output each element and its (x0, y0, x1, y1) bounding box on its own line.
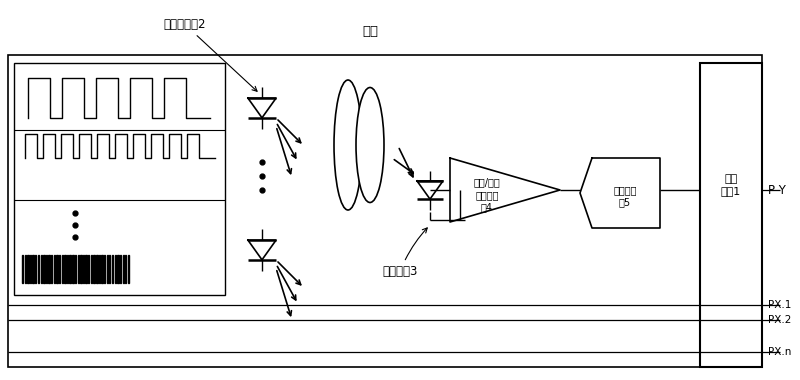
Bar (35, 255, 36, 283)
Text: PX.1: PX.1 (768, 300, 791, 310)
Bar (700, 63, 762, 367)
Bar (48, 255, 50, 283)
Bar (120, 255, 121, 283)
Bar (112, 255, 113, 283)
Bar (67, 255, 68, 283)
Text: 微处
理器1: 微处 理器1 (721, 174, 741, 196)
Bar (41, 255, 42, 283)
Bar (109, 255, 110, 283)
Text: 模数转换
器5: 模数转换 器5 (614, 185, 637, 207)
Bar (64, 255, 66, 283)
Polygon shape (580, 158, 660, 228)
Bar (83, 255, 84, 283)
Ellipse shape (334, 80, 362, 210)
Ellipse shape (356, 87, 384, 203)
Bar (38, 255, 39, 283)
Bar (128, 255, 129, 283)
Bar (88, 255, 89, 283)
Text: 电流/电压
转换放大
器4: 电流/电压 转换放大 器4 (474, 177, 500, 212)
Bar (99, 255, 100, 283)
Text: PX.2: PX.2 (768, 315, 791, 325)
Bar (123, 255, 124, 283)
Bar (32, 255, 34, 283)
Bar (125, 255, 126, 283)
Bar (27, 255, 29, 283)
Bar (14, 63, 225, 295)
Bar (75, 255, 76, 283)
Text: 发光二极剗2: 发光二极剗2 (164, 18, 257, 91)
Bar (59, 255, 60, 283)
Bar (69, 255, 71, 283)
Bar (104, 255, 105, 283)
Bar (30, 255, 31, 283)
Text: 手指: 手指 (362, 25, 378, 38)
Bar (8, 55, 762, 367)
Bar (91, 255, 92, 283)
Text: 光敏器件3: 光敏器件3 (382, 228, 427, 278)
Bar (56, 255, 58, 283)
Bar (117, 255, 119, 283)
Bar (62, 255, 63, 283)
Bar (46, 255, 47, 283)
Bar (51, 255, 52, 283)
Bar (115, 255, 116, 283)
Bar (96, 255, 98, 283)
Bar (101, 255, 103, 283)
Bar (107, 255, 108, 283)
Bar (93, 255, 95, 283)
Bar (25, 255, 26, 283)
Bar (43, 255, 45, 283)
Bar (78, 255, 79, 283)
Bar (72, 255, 74, 283)
Text: PX.n: PX.n (768, 347, 791, 357)
Bar (85, 255, 87, 283)
Bar (80, 255, 82, 283)
Bar (54, 255, 55, 283)
Bar (22, 255, 23, 283)
Text: P Y: P Y (768, 184, 786, 196)
